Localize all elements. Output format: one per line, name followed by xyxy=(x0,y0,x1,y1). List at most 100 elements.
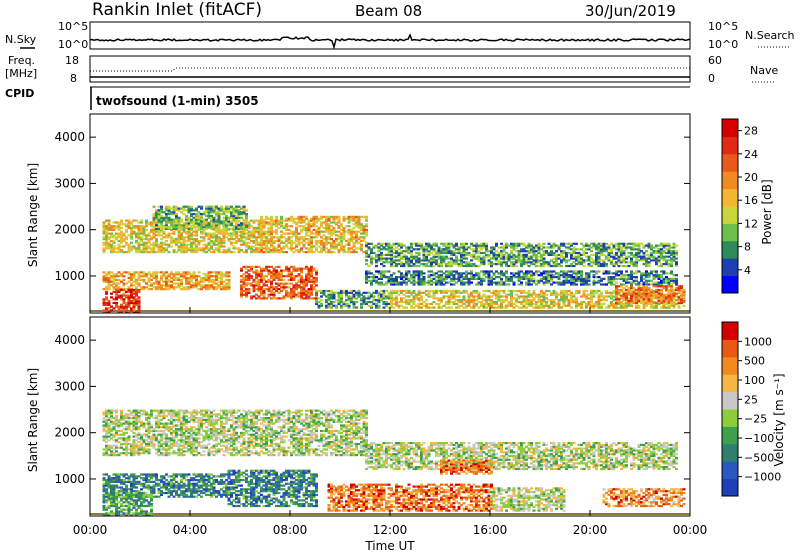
range-cell xyxy=(177,232,181,235)
range-cell xyxy=(435,279,438,282)
range-cell xyxy=(620,306,623,309)
range-cell xyxy=(130,276,133,280)
range-cell xyxy=(377,248,381,251)
range-cell xyxy=(215,220,218,223)
range-cell xyxy=(142,228,146,231)
range-cell xyxy=(175,216,178,219)
range-cell xyxy=(157,218,161,221)
range-cell xyxy=(195,275,198,278)
range-cell xyxy=(415,248,418,251)
range-cell xyxy=(387,242,391,245)
range-cell xyxy=(195,284,198,287)
range-cell xyxy=(245,241,248,244)
range-cell xyxy=(332,293,336,296)
range-cell xyxy=(347,297,351,300)
range-cell xyxy=(642,274,646,277)
range-cell xyxy=(425,250,428,253)
range-cell xyxy=(465,251,468,255)
range-cell xyxy=(280,276,283,280)
range-cell xyxy=(102,243,106,246)
range-cell xyxy=(230,243,233,246)
range-cell xyxy=(177,284,181,287)
range-cell xyxy=(307,273,311,276)
range-cell xyxy=(352,219,356,222)
range-cell xyxy=(512,283,516,286)
range-cell xyxy=(280,271,283,274)
range-cell xyxy=(142,241,146,244)
range-cell xyxy=(310,269,313,272)
range-cell xyxy=(577,302,581,305)
range-cell xyxy=(445,244,448,247)
range-cell xyxy=(107,280,111,283)
range-cell xyxy=(212,224,216,227)
range-cell xyxy=(560,274,563,277)
range-cell xyxy=(365,219,368,222)
range-cell xyxy=(127,300,131,303)
range-cell xyxy=(165,288,168,291)
range-cell xyxy=(440,291,443,294)
range-cell xyxy=(452,261,456,264)
range-cell xyxy=(302,291,306,294)
range-cell xyxy=(585,293,588,296)
range-cell xyxy=(672,246,676,249)
range-cell xyxy=(655,281,658,284)
range-cell xyxy=(497,276,501,279)
nsky-label: N.Sky xyxy=(5,33,37,46)
range-cell xyxy=(347,302,351,305)
range-cell xyxy=(222,284,226,287)
range-cell xyxy=(507,259,511,262)
range-cell xyxy=(290,289,293,293)
range-cell xyxy=(112,247,116,250)
range-cell xyxy=(345,251,348,254)
range-cell xyxy=(492,257,496,260)
range-cell xyxy=(185,216,188,219)
range-cell xyxy=(352,245,356,248)
range-cell xyxy=(445,274,448,277)
range-cell xyxy=(365,223,368,226)
range-cell xyxy=(272,219,276,222)
range-cell xyxy=(562,291,566,294)
range-cell xyxy=(345,243,348,246)
range-cell xyxy=(332,295,336,298)
range-cell xyxy=(132,300,136,303)
range-cell xyxy=(517,257,521,260)
range-cell xyxy=(472,264,476,268)
range-cell xyxy=(225,232,228,235)
range-cell xyxy=(477,244,481,247)
range-cell xyxy=(400,250,403,253)
range-cell xyxy=(470,281,473,284)
range-cell xyxy=(290,275,293,278)
range-cell xyxy=(175,205,178,208)
range-cell xyxy=(170,226,173,229)
range-cell xyxy=(390,257,393,260)
range-cell xyxy=(495,244,498,247)
range-cell xyxy=(247,223,251,226)
range-cell xyxy=(392,277,396,280)
range-cell xyxy=(277,291,281,294)
range-cell xyxy=(437,276,441,279)
range-cell xyxy=(255,249,258,252)
range-cell xyxy=(382,264,386,268)
range-cell xyxy=(507,244,511,247)
range-cell xyxy=(190,247,193,250)
range-cell xyxy=(582,291,586,294)
range-cell xyxy=(490,304,493,307)
range-cell xyxy=(117,251,121,254)
range-cell xyxy=(450,301,453,304)
range-cell xyxy=(312,245,316,248)
range-cell xyxy=(162,226,166,229)
range-cell xyxy=(257,225,261,228)
range-cell xyxy=(480,279,483,282)
range-cell xyxy=(402,281,406,284)
range-cell xyxy=(557,306,561,309)
range-cell xyxy=(370,248,373,251)
range-cell xyxy=(335,239,338,243)
range-cell xyxy=(150,243,153,246)
range-cell xyxy=(502,250,506,253)
range-cell xyxy=(370,295,373,298)
range-cell xyxy=(437,263,441,266)
range-cell xyxy=(190,232,193,235)
range-cell xyxy=(197,218,201,221)
range-cell xyxy=(310,280,313,283)
range-cell xyxy=(277,278,281,281)
